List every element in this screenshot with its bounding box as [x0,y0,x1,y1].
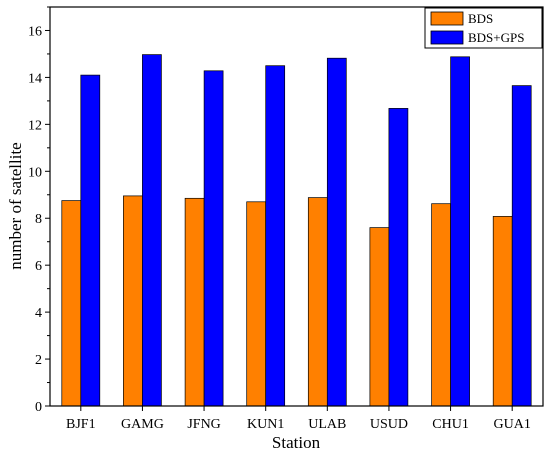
x-axis: BJF1 GAMG JFNG KUN1 ULAB USUD CHU1 GUA1 [66,406,531,432]
legend-swatch-bds-gps [430,30,464,45]
y-tick-label: 0 [35,400,42,415]
bar-bds-gps-usud [388,108,409,407]
bar-bds-chu1 [431,203,451,407]
x-tick-label: CHU1 [432,417,469,432]
bar-bds-gamg [123,195,143,407]
bars-layer [61,54,532,407]
bar-bds-gps-gua1 [511,85,532,407]
y-tick-label: 4 [35,306,42,321]
bar-bds-gps-bjf1 [80,74,101,407]
bar-bds-ulab [307,197,328,407]
legend-label-bds: BDS [468,11,493,26]
x-tick-label: BJF1 [66,417,96,432]
legend: BDS BDS+GPS [424,7,543,49]
y-tick-label: 8 [35,212,42,227]
y-tick-label: 6 [35,259,42,274]
y-axis-title: number of satellite [6,142,25,269]
bar-bds-kun1 [246,201,267,407]
bar-bds-gps-chu1 [450,56,470,407]
bar-bds-gps-kun1 [265,65,286,407]
legend-swatch-bds [430,11,464,26]
y-tick-label: 12 [28,118,42,133]
x-tick-label: GAMG [121,417,164,432]
plot-frame [49,6,544,407]
bar-bds-gps-jfng [203,70,224,407]
y-tick-label: 10 [28,165,42,180]
x-tick-label: USUD [370,417,408,432]
y-axis: 0 2 4 6 8 10 12 14 16 [28,6,50,415]
bar-bds-gps-ulab [326,57,347,407]
bar-bds-gps-gamg [142,54,162,407]
y-tick-label: 14 [28,71,42,86]
x-tick-label: ULAB [308,417,346,432]
bar-bds-bjf1 [61,200,82,407]
x-tick-label: GUA1 [494,417,531,432]
y-tick-label: 2 [35,353,42,368]
y-tick-label: 16 [28,24,42,39]
bar-bds-usud [369,227,390,407]
bar-bds-jfng [184,197,205,407]
x-tick-label: KUN1 [247,417,284,432]
legend-label-bds-gps: BDS+GPS [468,30,524,45]
x-tick-label: JFNG [187,417,220,432]
bar-bds-gua1 [492,216,513,407]
x-axis-title: Station [272,433,321,452]
